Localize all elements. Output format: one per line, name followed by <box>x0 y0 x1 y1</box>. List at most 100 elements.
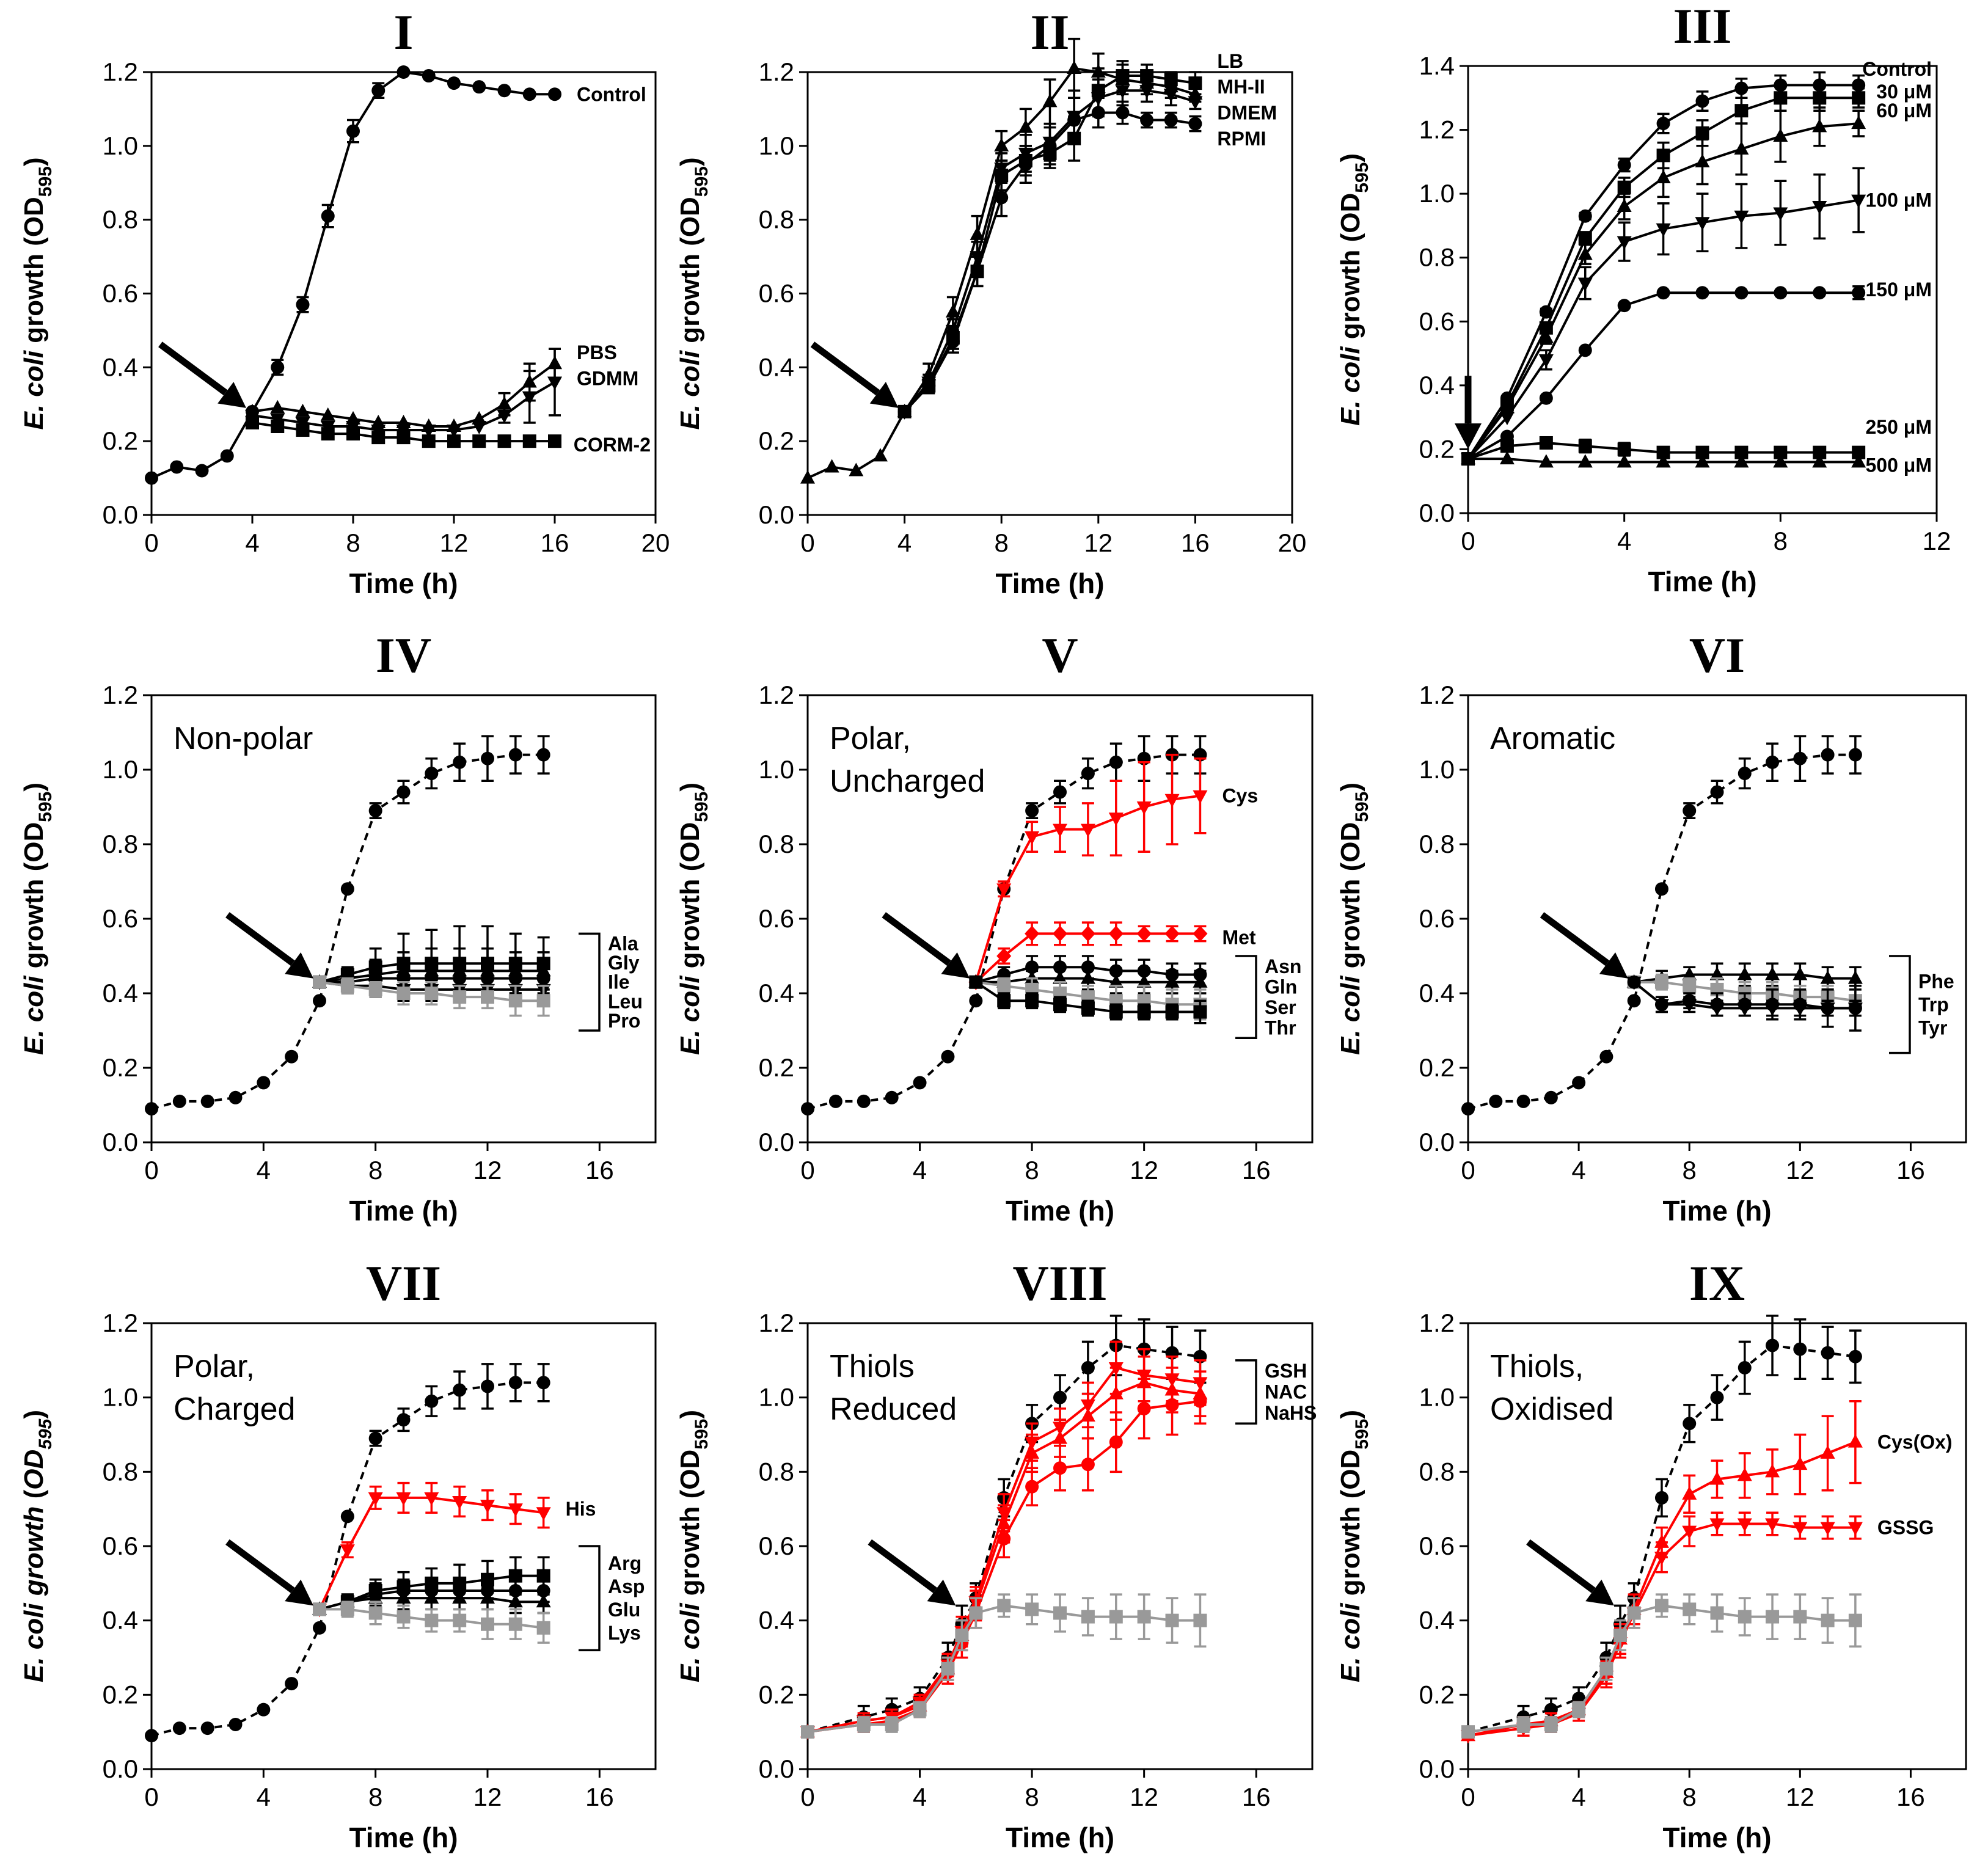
data-point <box>508 994 522 1008</box>
data-point <box>424 1492 439 1506</box>
data-point <box>1577 454 1593 468</box>
x-tick-label: 16 <box>1242 1783 1271 1811</box>
y-tick-label: 1.2 <box>103 1308 138 1337</box>
data-point <box>1654 1552 1669 1566</box>
series-5 <box>313 1600 550 1644</box>
data-point <box>257 1076 271 1090</box>
data-point <box>1774 445 1788 459</box>
data-point <box>1500 439 1514 453</box>
y-tick-label: 0.4 <box>103 352 138 381</box>
data-point <box>1188 76 1202 90</box>
data-point <box>1820 1445 1835 1459</box>
data-point <box>1164 113 1178 127</box>
x-tick-label: 8 <box>346 528 360 557</box>
data-point <box>172 1721 186 1735</box>
data-point <box>1847 1002 1863 1016</box>
data-point <box>536 1507 551 1521</box>
y-tick-label: 0.6 <box>1419 904 1455 933</box>
y-tick-label: 0.6 <box>759 1531 794 1560</box>
x-tick-label: 12 <box>1130 1156 1158 1184</box>
y-tick-label: 1.0 <box>103 1383 138 1412</box>
data-point <box>1709 1518 1725 1532</box>
x-tick-label: 12 <box>1786 1783 1814 1811</box>
series-control <box>145 65 561 485</box>
data-point <box>1538 354 1554 368</box>
data-point <box>497 396 512 410</box>
series-label: GDMM <box>577 367 638 389</box>
data-point <box>1165 1005 1179 1019</box>
series-3 <box>801 1374 1207 1739</box>
y-tick-label: 0.4 <box>103 1606 138 1635</box>
data-point <box>1516 1718 1530 1731</box>
bracket-label: Thr <box>1265 1016 1296 1038</box>
panel-title: II <box>1031 4 1070 60</box>
panel-annotation: Uncharged <box>830 764 985 799</box>
data-point <box>1695 445 1709 459</box>
data-point <box>1067 60 1082 74</box>
data-point <box>885 1718 899 1731</box>
treatment-arrow <box>225 1539 313 1606</box>
x-tick-label: 8 <box>1774 527 1788 555</box>
data-point <box>1737 1518 1752 1532</box>
data-point <box>1617 180 1631 194</box>
y-axis-label-close: ) <box>19 783 49 792</box>
data-point <box>522 87 536 101</box>
data-point <box>1656 170 1671 183</box>
x-tick-label: 4 <box>1617 527 1631 555</box>
x-tick-label: 12 <box>1923 527 1951 555</box>
y-tick-label: 1.2 <box>759 57 794 86</box>
plot-frame <box>1467 65 1938 514</box>
x-axis-label: Time (h) <box>1648 566 1756 597</box>
data-point <box>1599 1662 1613 1676</box>
data-point <box>368 1590 383 1604</box>
data-point <box>481 990 494 1004</box>
treatment-arrow <box>158 341 246 408</box>
data-point <box>1710 1606 1724 1620</box>
y-axis-label-od: OD <box>19 1450 49 1490</box>
data-point <box>508 1594 523 1608</box>
data-point <box>1847 1522 1863 1536</box>
y-tick-label: 0.4 <box>759 1606 794 1635</box>
data-point <box>969 975 983 989</box>
data-point <box>997 979 1011 993</box>
y-tick-label: 0.0 <box>759 500 794 529</box>
data-point <box>397 1413 411 1427</box>
x-axis-label: Time (h) <box>349 1195 458 1227</box>
panel-VI: VI 0 4 8 12 16 0.0 0.2 0.4 0.6 0.8 1.0 1.2 Time (h) E.… <box>1336 627 1967 1227</box>
panel-annotation: Thiols, <box>1490 1349 1584 1384</box>
y-axis-label-species: E. coli <box>19 350 49 429</box>
data-point <box>857 1718 871 1731</box>
y-axis-label-subscript: 595 <box>35 1418 56 1449</box>
data-point <box>1847 970 1863 984</box>
series-label: PBS <box>577 341 617 363</box>
data-point <box>897 404 912 418</box>
data-point <box>1821 1346 1835 1360</box>
y-axis-label: E. coli growth (OD595) <box>1336 153 1372 426</box>
data-point <box>1025 1602 1039 1616</box>
y-tick-label: 0.4 <box>103 979 138 1007</box>
data-point <box>1136 974 1152 988</box>
data-point <box>145 1729 158 1743</box>
data-point <box>1765 1518 1780 1532</box>
panel-title: I <box>394 4 414 60</box>
data-point <box>970 265 984 279</box>
data-point <box>1599 1049 1613 1064</box>
data-point <box>1081 1361 1095 1374</box>
data-point <box>320 407 335 421</box>
data-point <box>425 767 439 781</box>
data-point <box>1812 201 1827 215</box>
x-tick-label: 0 <box>1461 527 1475 555</box>
treatment-arrow <box>1455 376 1482 450</box>
data-point <box>970 226 985 240</box>
data-point <box>257 1703 271 1717</box>
treatment-arrow <box>810 341 899 408</box>
series-label: DMEM <box>1217 101 1277 123</box>
data-point <box>1683 804 1697 818</box>
data-point <box>1164 974 1180 988</box>
data-point <box>285 1049 299 1064</box>
series-label: Cys <box>1222 785 1258 807</box>
data-point <box>994 137 1009 151</box>
panel-title: VIII <box>1013 1255 1108 1311</box>
data-point <box>536 748 550 762</box>
x-tick-label: 4 <box>257 1783 271 1811</box>
